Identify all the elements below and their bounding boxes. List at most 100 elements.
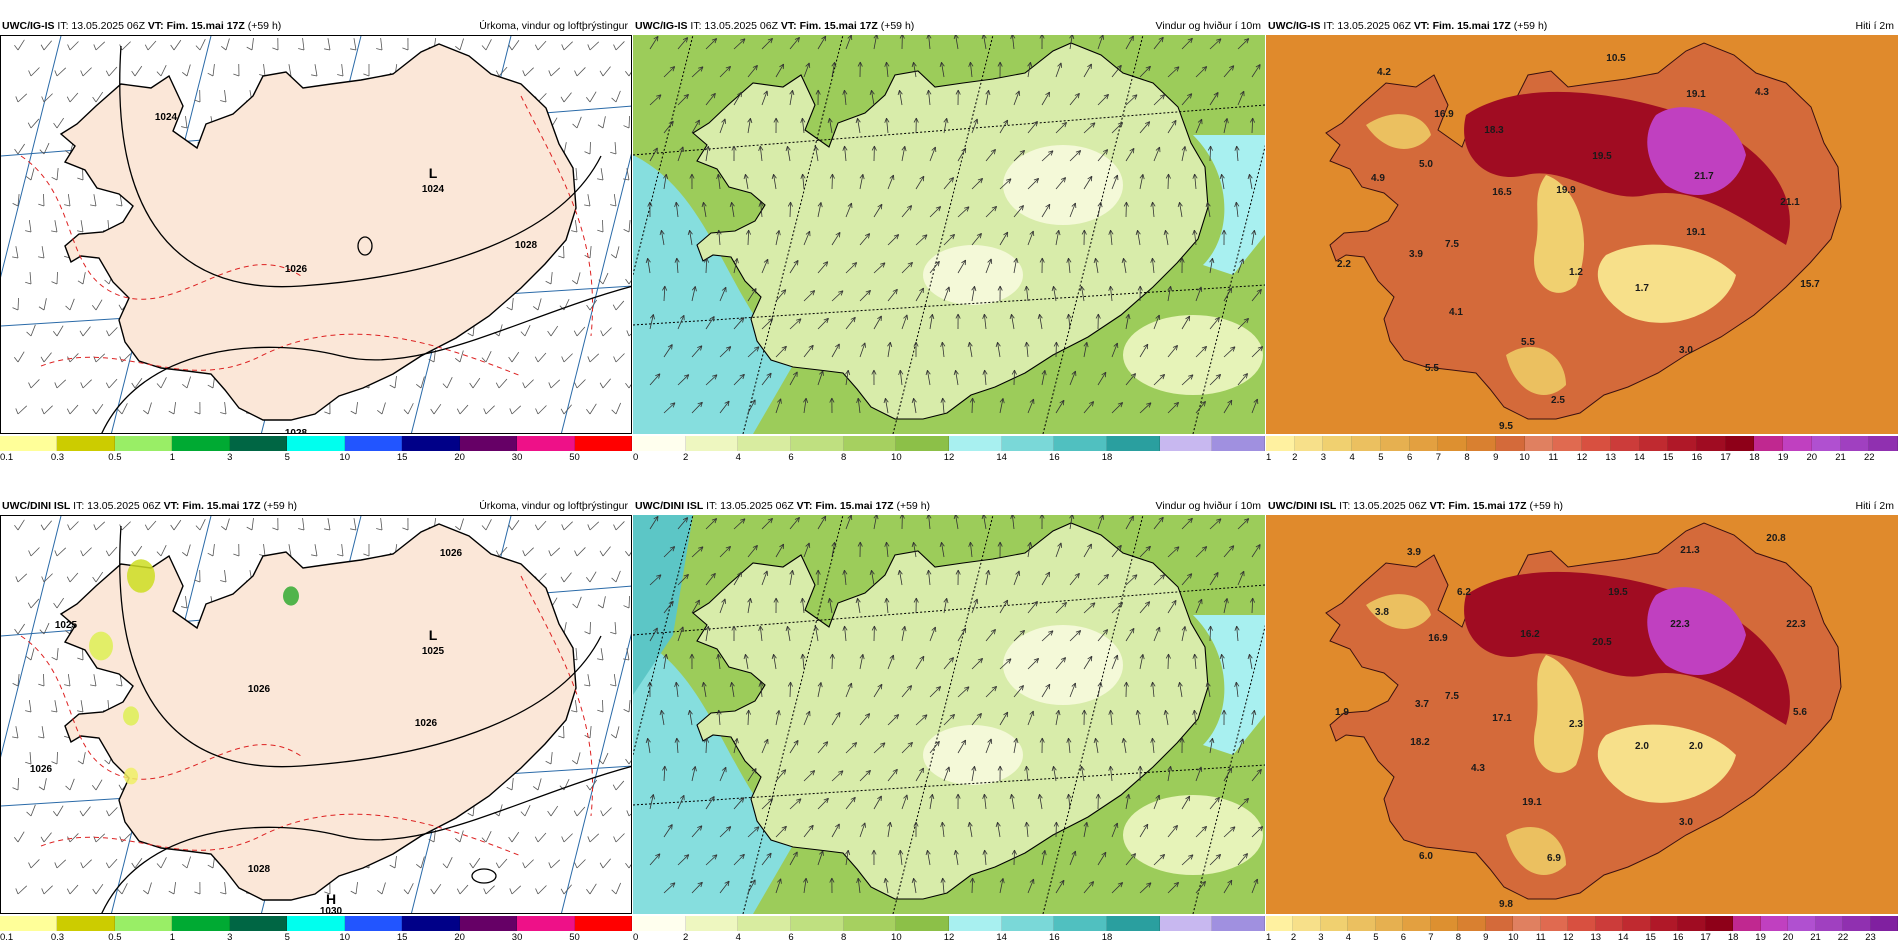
map-area[interactable]: 20.8 3.9 21.3 6.2 19.5 3.8 22.3 16.2 22.3 16.9 20.… bbox=[1266, 515, 1898, 914]
wind-barb bbox=[623, 168, 630, 181]
temperature-value: 19.9 bbox=[1556, 185, 1576, 196]
wind-arrow bbox=[647, 681, 653, 698]
wind-arrow bbox=[1223, 65, 1235, 78]
wind-arrow bbox=[731, 625, 737, 642]
wind-arrow bbox=[1097, 93, 1109, 106]
wind-arrow bbox=[971, 285, 977, 302]
lead-time: (+59 h) bbox=[880, 20, 915, 32]
temperature-value: 22.3 bbox=[1670, 619, 1690, 630]
map-area[interactable] bbox=[633, 515, 1265, 914]
init-time: IT: 13.05.2025 06Z bbox=[706, 500, 794, 512]
parallel-line bbox=[633, 764, 1265, 806]
map-area[interactable]: 1025 L 1025 1026 1026 1028 H 1030 1026 1026 bbox=[0, 515, 632, 914]
temperature-value: 19.5 bbox=[1592, 151, 1612, 162]
wind-arrow bbox=[785, 625, 791, 642]
wind-arrow bbox=[1167, 286, 1173, 302]
wind-arrow bbox=[817, 202, 823, 218]
isobar-label: 1024 bbox=[422, 184, 445, 195]
map-area[interactable]: 1024 L 1024 1026 1028 1028 bbox=[0, 35, 632, 434]
wind-barb bbox=[389, 376, 397, 389]
wind-barb bbox=[545, 272, 553, 285]
colorbar-tick-label: 8 bbox=[841, 932, 847, 943]
wind-barb bbox=[52, 805, 64, 817]
wind-arrow bbox=[883, 397, 889, 414]
wind-arrow bbox=[1181, 795, 1191, 810]
wind-arrow bbox=[901, 626, 907, 642]
wind-arrow bbox=[761, 258, 769, 274]
isobar-closed bbox=[471, 868, 497, 884]
wind-arrow bbox=[1195, 546, 1208, 558]
wind-arrow bbox=[789, 37, 800, 50]
colorbar-swatch bbox=[685, 436, 739, 451]
calm-zone bbox=[1123, 315, 1263, 395]
colorbar bbox=[1266, 436, 1899, 451]
wind-arrow bbox=[803, 877, 809, 894]
wind-arrow bbox=[871, 369, 877, 386]
wind-barb bbox=[131, 858, 143, 869]
wind-arrow bbox=[815, 569, 821, 586]
colorbar-swatch bbox=[1639, 436, 1669, 451]
wind-arrow bbox=[1251, 64, 1261, 78]
wind-arrow bbox=[789, 89, 795, 106]
wind-arrow bbox=[982, 313, 988, 330]
wind-barb bbox=[168, 882, 176, 895]
wind-arrow bbox=[1013, 258, 1019, 274]
colorbar-swatch bbox=[791, 436, 844, 451]
wind-arrow bbox=[901, 685, 913, 698]
wind-arrow bbox=[1167, 119, 1177, 134]
wind-arrow bbox=[1013, 150, 1025, 162]
colorbar-tick-label: 17 bbox=[1700, 932, 1711, 943]
map-area[interactable]: 10.5 4.2 16.9 19.1 4.3 18.3 5.0 4.9 16.5 19.9 19.5… bbox=[1266, 35, 1898, 434]
wind-arrow bbox=[1167, 825, 1178, 838]
wind-arrow bbox=[855, 117, 861, 134]
wind-arrow bbox=[689, 653, 695, 670]
wind-arrow bbox=[1223, 118, 1229, 134]
colorbar-swatch bbox=[344, 436, 403, 451]
wind-arrow bbox=[1013, 570, 1021, 586]
colorbar-swatch bbox=[1212, 436, 1266, 451]
wind-arrow bbox=[1111, 174, 1119, 190]
colorbar-ticks: 0.1 0.3 0.5 1 3 5 10 15 20 30 50 bbox=[0, 932, 632, 944]
wind-arrow bbox=[1125, 35, 1134, 50]
colorbar-tick-label: 5 bbox=[284, 452, 290, 463]
wind-arrow bbox=[955, 313, 961, 330]
colorbar-swatch bbox=[1760, 916, 1789, 931]
colorbar-tick-label: 12 bbox=[943, 932, 955, 943]
wind-arrow bbox=[1163, 229, 1169, 246]
colorbar-tick-label: 50 bbox=[569, 932, 580, 943]
isobar-label: 1028 bbox=[515, 240, 538, 251]
wind-barb bbox=[156, 545, 167, 557]
wind-barb bbox=[246, 518, 254, 531]
valid-time: VT: Fim. 15.mai 17Z bbox=[147, 20, 245, 32]
wind-barb bbox=[272, 517, 279, 531]
wind-barb bbox=[298, 38, 305, 51]
wind-arrow bbox=[859, 233, 871, 246]
map-area[interactable] bbox=[633, 35, 1265, 434]
colorbar-tick-label: 17 bbox=[1720, 452, 1731, 463]
temperature-value: 1.9 bbox=[1335, 707, 1349, 718]
colorbar-tick-label: 4 bbox=[1349, 452, 1355, 463]
colorbar-tick-label: 8 bbox=[1455, 932, 1461, 943]
wind-barb bbox=[599, 378, 611, 389]
isobar-label: 1030 bbox=[320, 906, 343, 914]
wind-arrow bbox=[773, 117, 779, 134]
wind-barb bbox=[92, 571, 104, 583]
wind-arrow bbox=[743, 173, 749, 190]
colorbar bbox=[0, 916, 632, 931]
wind-arrow bbox=[845, 849, 851, 866]
wind-arrow bbox=[1024, 821, 1030, 838]
wind-arrow bbox=[1121, 257, 1127, 274]
temperature-value: 21.1 bbox=[1780, 197, 1800, 208]
wind-arrow bbox=[761, 852, 772, 866]
wind-barb bbox=[26, 324, 36, 337]
wind-arrow bbox=[645, 737, 651, 754]
colorbar-tick-label: 30 bbox=[511, 932, 523, 943]
wind-arrow bbox=[1247, 653, 1253, 670]
init-time: IT: 13.05.2025 06Z bbox=[1323, 20, 1411, 32]
wind-arrow bbox=[719, 880, 730, 894]
wind-arrow bbox=[1209, 737, 1215, 754]
wind-barb bbox=[574, 859, 586, 869]
wind-zone-strongest bbox=[633, 515, 693, 695]
wind-arrow bbox=[771, 173, 777, 190]
wind-barb bbox=[79, 326, 91, 337]
